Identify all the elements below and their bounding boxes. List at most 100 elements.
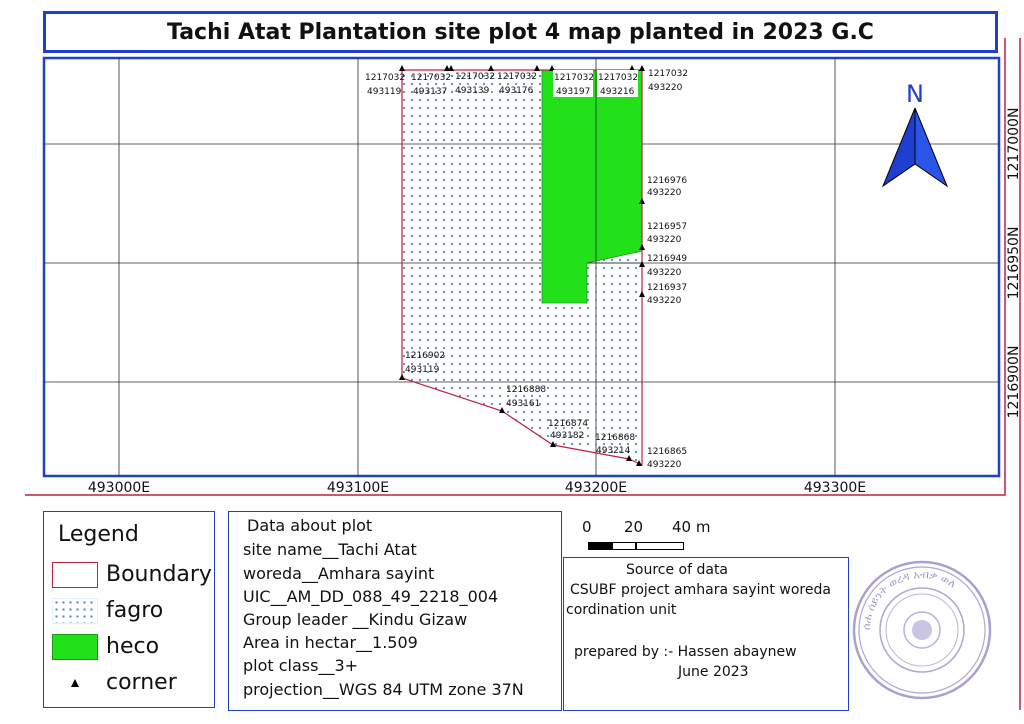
corner-label-e: 493216 (600, 87, 635, 97)
corner-label-e: 493214 (596, 446, 631, 456)
prepared-date: June 2023 (678, 664, 749, 680)
legend: Legend Boundary fagro heco corner (43, 511, 215, 708)
legend-label: fagro (106, 598, 164, 623)
north-arrow-icon: N (881, 80, 949, 188)
corner-marker (639, 244, 645, 250)
y-tick-label: 1216950N (1006, 227, 1022, 300)
corner-label-n: 1217032 (365, 73, 405, 83)
plot-info-line: UIC__AM_DD_088_49_2218_004 (243, 587, 499, 606)
scale-label: 40 m (672, 518, 711, 536)
source-line: cordination unit (566, 602, 677, 618)
corner-label-e: 493119 (405, 365, 440, 375)
scale-segment (612, 542, 636, 550)
plot-boundary (401, 69, 643, 466)
corner-label-e: 493220 (647, 268, 682, 278)
corner-label-e: 493182 (550, 431, 584, 441)
corner-label-n: 1217032 (598, 73, 638, 83)
corner-label-e: 493139 (455, 86, 490, 96)
corner-label-e: 493176 (499, 86, 534, 96)
legend-label: Boundary (106, 562, 212, 587)
corner-label-n: 1216976 (647, 176, 687, 186)
corner-label-e: 493220 (648, 83, 683, 93)
plot-info-heading: Data about plot (247, 516, 373, 535)
legend-item-fagro: fagro (52, 598, 212, 628)
corner-marker (639, 261, 645, 267)
y-tick-label: 1216900N (1006, 346, 1022, 419)
corner-label-e: 493119 (367, 87, 402, 97)
y-axis-labels: 1217000N 1216950N 1216900N (1006, 108, 1022, 419)
north-label: N (906, 80, 924, 108)
x-axis-labels: 493000E 493100E 493200E 493300E (88, 480, 866, 496)
source-heading: Source of data (626, 562, 729, 578)
scale-label: 0 (582, 518, 592, 536)
x-tick-label: 493000E (88, 480, 150, 496)
corner-label-e: 493161 (506, 399, 540, 409)
fagro-swatch (52, 598, 98, 624)
plot-info-line: site name__Tachi Atat (243, 540, 417, 559)
heco-swatch (52, 634, 98, 660)
corner-marker (499, 407, 505, 413)
source-box: Source of data CSUBF project amhara sayi… (563, 557, 849, 711)
corner-marker (448, 65, 454, 71)
corner-marker (534, 65, 540, 71)
corner-labels: 1217032 493119 1217032 493137 1217032 49… (365, 69, 688, 470)
corner-label-n: 1216874 (548, 419, 588, 429)
prepared-by: prepared by :- Hassen abaynew (574, 644, 797, 660)
corner-label-n: 1216949 (647, 254, 687, 264)
corner-label-e: 493137 (413, 87, 447, 97)
corner-label-n: 1217032 (455, 72, 495, 82)
legend-label: heco (106, 634, 160, 659)
corner-triangle-icon (71, 679, 79, 687)
corner-label-n: 1216865 (647, 447, 687, 457)
x-tick-label: 493100E (327, 480, 389, 496)
corner-label-e: 493197 (556, 87, 590, 97)
corner-marker (639, 291, 645, 297)
corner-label-n: 1217032 (554, 73, 594, 83)
map-neatline (25, 38, 1006, 496)
legend-item-corner: corner (52, 670, 212, 700)
legend-item-heco: heco (52, 634, 212, 664)
corner-marker (639, 198, 645, 204)
legend-label: corner (106, 670, 177, 695)
boundary-swatch (52, 562, 98, 588)
svg-text:ሰሐ ሰይንት ወረዳ አብቃ ወለ: ሰሐ ሰይንት ወረዳ አብቃ ወለ (860, 568, 958, 630)
corner-marker (399, 374, 405, 380)
corner-label-n: 1216888 (506, 385, 546, 395)
corner-label-n: 1216937 (647, 283, 687, 293)
plot-info-line: plot class__3+ (243, 656, 359, 675)
corner-label-n: 1216902 (405, 351, 445, 361)
corner-label-e: 493220 (647, 460, 682, 470)
corner-marker (488, 65, 494, 71)
corner-marker (399, 65, 405, 71)
corner-label-e: 493220 (647, 296, 682, 306)
corner-label-n: 1217032 (411, 73, 451, 83)
x-tick-label: 493200E (565, 480, 627, 496)
y-tick-label: 1217000N (1006, 108, 1022, 181)
corner-marker (549, 65, 555, 71)
scale-bar: 0 20 40 m (580, 516, 720, 556)
seal-text: ሰሐ ሰይንት ወረዳ አብቃ ወለ (860, 568, 958, 630)
map-title-box: Tachi Atat Plantation site plot 4 map pl… (43, 11, 998, 53)
corner-marker (639, 65, 645, 71)
plot-info-line: projection__WGS 84 UTM zone 37N (243, 680, 524, 699)
corner-label-n: 1216957 (647, 222, 687, 232)
corner-label-e: 493220 (647, 188, 682, 198)
corner-label-e: 493220 (647, 235, 682, 245)
plot-info-line: woreda__Amhara sayint (243, 564, 435, 583)
official-stamp-icon: ሰሐ ሰይንት ወረዳ አብቃ ወለ (852, 560, 992, 700)
label-bg (597, 70, 638, 97)
source-line: CSUBF project amhara sayint woreda (570, 582, 831, 598)
corner-marker (629, 65, 635, 71)
corner-marker (550, 441, 556, 447)
corner-label-n: 1217032 (497, 72, 537, 82)
plot-info-box: Data about plot site name__Tachi Atat wo… (228, 511, 562, 711)
corner-marker (636, 460, 642, 466)
plot-info-line: Group leader __Kindu Gizaw (243, 610, 468, 629)
map-title: Tachi Atat Plantation site plot 4 map pl… (167, 20, 874, 45)
legend-title: Legend (58, 522, 139, 547)
legend-item-boundary: Boundary (52, 562, 212, 592)
corner-label-n: 1216868 (595, 433, 635, 443)
plot-info-line: Area in hectar__1.509 (243, 633, 418, 652)
corner-markers (399, 65, 645, 466)
